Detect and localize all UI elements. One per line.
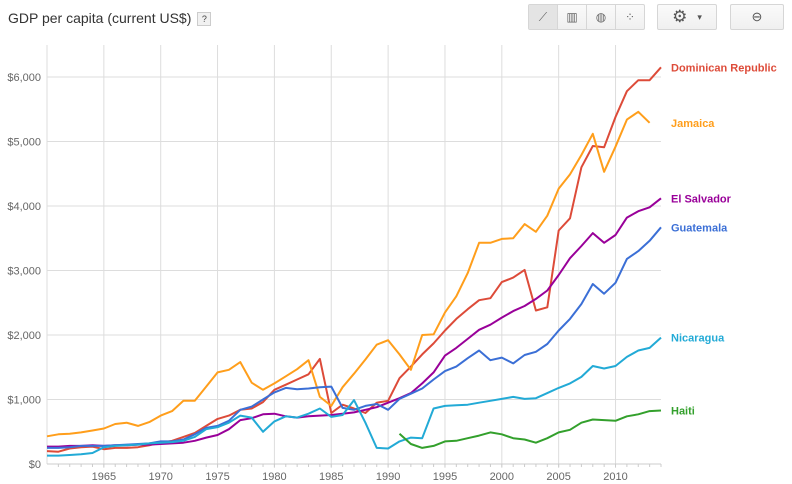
link-button[interactable]: ⊖ [730,4,784,30]
chevron-down-icon: ▾ [697,11,702,22]
line-chart-icon: ⟋ [538,9,548,24]
series-line-el-salvador [47,197,662,448]
gear-icon: ⚙ [672,7,688,26]
x-tick-label: 1965 [92,471,116,483]
scatter-icon: ⁘ [624,10,636,24]
y-tick-label: $5,000 [7,137,41,149]
x-tick-label: 1980 [262,471,286,483]
x-tick-label: 2010 [603,471,627,483]
globe-icon: ◍ [595,10,607,24]
y-tick-label: $0 [29,459,41,471]
chart-title: GDP per capita (current US$)? [8,10,212,27]
y-tick-label: $4,000 [7,201,41,213]
link-icon: ⊖ [751,9,763,24]
x-tick-label: 2000 [490,471,514,483]
map-button[interactable]: ◍ [587,5,616,29]
x-tick-label: 1990 [376,471,400,483]
series-line-nicaragua [47,336,662,457]
help-button[interactable]: ? [197,12,212,27]
line-chart-button[interactable]: ⟋ [529,5,558,29]
scatter-button[interactable]: ⁘ [616,5,644,29]
settings-button[interactable]: ⚙ ▾ [657,4,717,30]
x-tick-label: 1975 [205,471,229,483]
x-tick-label: 2005 [546,471,570,483]
bar-chart-icon: ▥ [566,10,578,24]
series-line-haiti [398,409,662,449]
y-tick-label: $6,000 [7,72,41,84]
x-tick-label: 1970 [148,471,172,483]
series-label: Haiti [671,405,695,417]
series-label: Dominican Republic [671,62,777,74]
y-tick-label: $2,000 [7,330,41,342]
title-text: GDP per capita (current US$) [8,10,192,26]
series-label: El Salvador [671,193,732,205]
chart-type-toggle: ⟋ ▥ ◍ ⁘ [528,4,645,30]
bar-chart-button[interactable]: ▥ [558,5,587,29]
x-tick-label: 1985 [319,471,343,483]
y-tick-label: $1,000 [7,395,41,407]
series-line-jamaica [46,110,651,438]
series-label: Guatemala [671,222,728,234]
series-label: Nicaragua [671,333,725,345]
x-tick-label: 1995 [433,471,457,483]
series-label: Jamaica [671,118,715,130]
y-tick-label: $3,000 [7,266,41,278]
